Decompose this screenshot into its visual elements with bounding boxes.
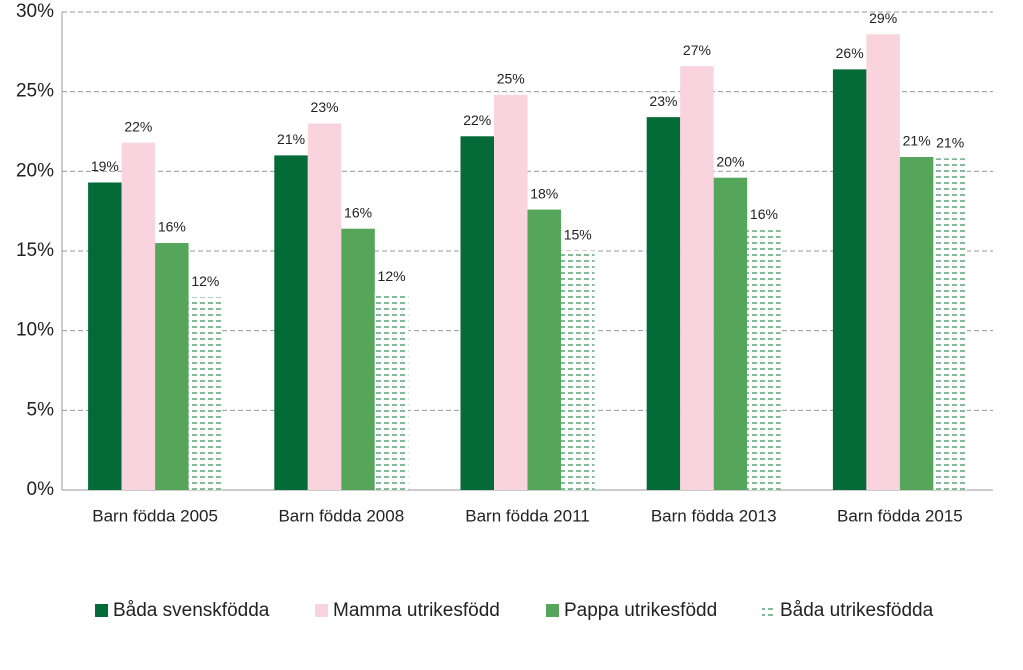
bar	[527, 209, 561, 490]
y-tick-label: 5%	[27, 399, 55, 420]
legend-label: Pappa utrikesfödd	[564, 600, 717, 621]
value-label: 25%	[497, 71, 525, 87]
value-label: 22%	[463, 112, 491, 128]
legend-swatch	[315, 604, 328, 617]
value-label: 22%	[124, 118, 152, 134]
legend-label: Mamma utrikesfödd	[333, 600, 500, 621]
value-label: 12%	[378, 268, 406, 284]
value-label: 21%	[277, 131, 305, 147]
bar	[494, 94, 528, 490]
value-label: 16%	[344, 204, 372, 220]
value-label: 29%	[869, 10, 897, 26]
value-label: 23%	[311, 99, 339, 115]
y-tick-label: 0%	[27, 479, 55, 500]
legend-swatch	[95, 604, 108, 617]
x-tick-label: Barn födda 2015	[837, 506, 963, 525]
bar	[341, 228, 375, 490]
bar	[307, 123, 342, 491]
x-tick-label: Barn födda 2011	[465, 506, 589, 525]
legend-swatch	[762, 604, 775, 617]
value-label: 26%	[836, 45, 864, 61]
bar	[88, 182, 122, 490]
bar	[561, 251, 595, 490]
legend-label: Båda svenskfödda	[113, 600, 270, 621]
y-tick-label: 25%	[16, 81, 54, 102]
value-label: 18%	[530, 185, 558, 201]
value-label: 23%	[649, 93, 677, 109]
y-tick-label: 30%	[16, 1, 54, 22]
bar	[188, 297, 223, 490]
bar	[899, 156, 934, 490]
value-label: 15%	[564, 227, 592, 243]
y-tick-label: 20%	[16, 160, 54, 181]
bar	[747, 230, 781, 490]
bar	[866, 34, 900, 490]
bar	[933, 158, 967, 490]
y-tick-label: 10%	[16, 320, 54, 341]
value-label: 27%	[683, 42, 711, 58]
x-tick-label: Barn födda 2013	[651, 506, 777, 525]
value-label: 16%	[750, 206, 778, 222]
value-label: 19%	[91, 158, 119, 174]
bar	[680, 66, 714, 490]
x-tick-label: Barn födda 2008	[278, 506, 404, 525]
bar	[274, 155, 308, 490]
value-label: 16%	[158, 219, 186, 235]
legend-swatch	[546, 604, 559, 617]
value-label: 12%	[191, 273, 219, 289]
bar	[121, 142, 156, 491]
legend-label: Båda utrikesfödda	[780, 600, 934, 621]
bar	[155, 243, 189, 490]
bar	[374, 292, 409, 490]
value-label: 21%	[936, 134, 964, 150]
value-label: 20%	[716, 153, 744, 169]
x-tick-label: Barn födda 2005	[92, 506, 218, 525]
value-label: 21%	[903, 133, 931, 149]
bar	[713, 177, 748, 490]
bar	[646, 117, 681, 490]
bar	[460, 136, 494, 490]
bar	[832, 69, 867, 491]
y-tick-label: 15%	[16, 240, 54, 261]
